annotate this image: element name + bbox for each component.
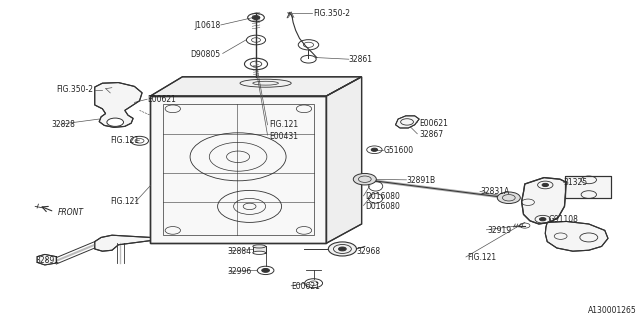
Polygon shape xyxy=(565,176,611,198)
Text: FIG.121: FIG.121 xyxy=(467,253,497,262)
Polygon shape xyxy=(150,96,326,243)
Circle shape xyxy=(262,268,269,272)
Text: FIG.350-2: FIG.350-2 xyxy=(56,85,93,94)
Circle shape xyxy=(353,173,376,185)
Text: J10618: J10618 xyxy=(195,21,221,30)
Circle shape xyxy=(371,148,378,151)
Text: E00431: E00431 xyxy=(269,132,298,140)
Polygon shape xyxy=(253,246,266,253)
Text: D90805: D90805 xyxy=(191,50,221,59)
Ellipse shape xyxy=(253,251,266,254)
Circle shape xyxy=(328,242,356,256)
Text: E00621: E00621 xyxy=(291,282,320,291)
Text: FIG.121: FIG.121 xyxy=(111,197,140,206)
Text: 32867: 32867 xyxy=(419,130,444,139)
Text: 31325: 31325 xyxy=(563,178,588,187)
Polygon shape xyxy=(95,235,150,251)
Polygon shape xyxy=(545,221,608,251)
Text: E00621: E00621 xyxy=(419,119,448,128)
Text: 32831A: 32831A xyxy=(480,188,509,196)
Circle shape xyxy=(252,16,260,20)
Text: 32884: 32884 xyxy=(227,247,251,256)
Text: G91108: G91108 xyxy=(549,215,579,224)
Text: FIG.350-2: FIG.350-2 xyxy=(314,9,351,18)
Text: 32891: 32891 xyxy=(35,256,60,265)
Text: 32968: 32968 xyxy=(356,247,381,256)
Polygon shape xyxy=(522,178,566,224)
Text: FRONT: FRONT xyxy=(58,208,84,217)
Polygon shape xyxy=(150,77,362,96)
Text: E00621: E00621 xyxy=(147,95,176,104)
Polygon shape xyxy=(95,83,142,127)
Circle shape xyxy=(107,118,124,126)
Polygon shape xyxy=(326,77,362,243)
Text: 32861: 32861 xyxy=(349,55,372,64)
Text: 32919: 32919 xyxy=(488,226,512,235)
Text: 32996: 32996 xyxy=(227,268,252,276)
Polygon shape xyxy=(37,254,56,265)
Text: D016080: D016080 xyxy=(365,202,399,211)
Circle shape xyxy=(542,183,548,187)
Text: A130001265: A130001265 xyxy=(588,306,637,315)
Text: D016080: D016080 xyxy=(365,192,399,201)
Text: 32828: 32828 xyxy=(51,120,75,129)
Text: FIG.121: FIG.121 xyxy=(269,120,298,129)
Circle shape xyxy=(339,247,346,251)
Circle shape xyxy=(497,192,520,204)
Circle shape xyxy=(540,218,546,221)
Text: FIG.121: FIG.121 xyxy=(111,136,140,145)
Ellipse shape xyxy=(253,245,266,248)
Text: 32891B: 32891B xyxy=(406,176,436,185)
Text: G51600: G51600 xyxy=(384,146,414,155)
Polygon shape xyxy=(396,116,419,128)
